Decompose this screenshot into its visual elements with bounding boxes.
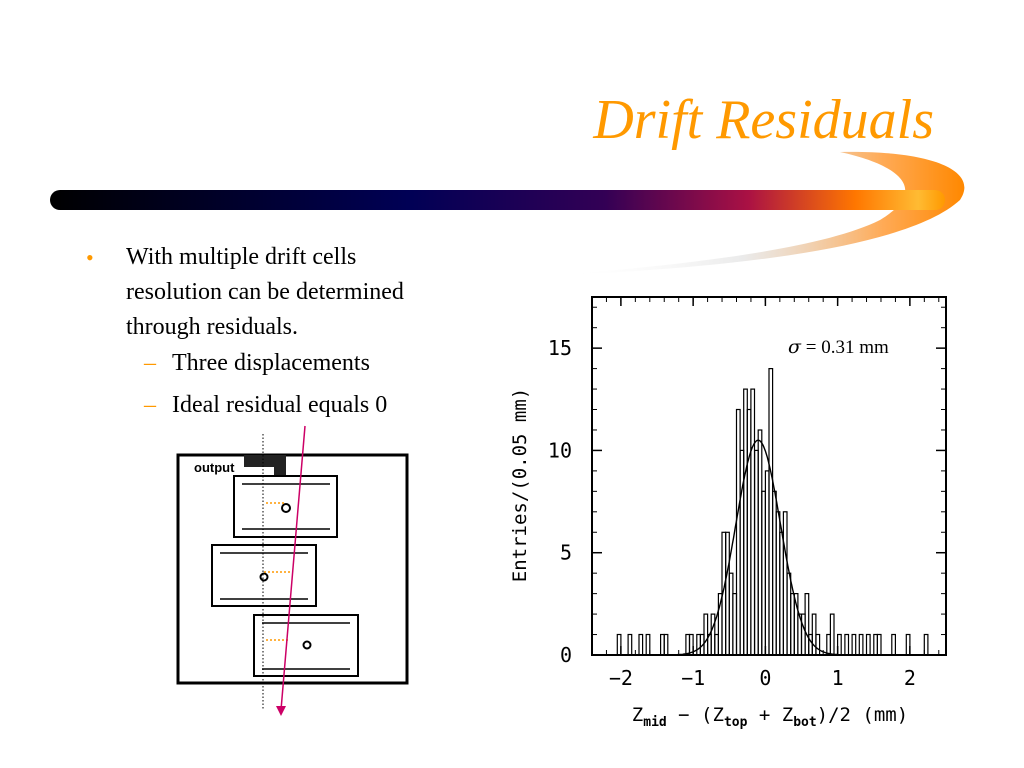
histogram-bin [815,633,821,656]
sense-wire [259,572,269,582]
x-tick-label: −2 [609,666,633,690]
gaussian-fit-curve [671,439,860,656]
histogram-bin [844,633,850,656]
histogram-bin [750,388,756,656]
histogram-bin [663,633,669,656]
sigma-symbol: σ [788,336,802,358]
bullet-mark: • [86,245,94,270]
plot-frame [591,296,947,656]
drift-cell [211,544,317,607]
histogram-bin [923,633,929,656]
drift-cell [233,475,338,538]
x-axis-label: Zmid − (Ztop + Zbot)/2 (mm) [632,704,908,730]
x-tick-label: 1 [832,666,844,690]
bullet-text: With multiple drift cells resolution can… [126,244,404,340]
sub-bullet-item: – Three displacements [144,346,370,381]
histogram-bin [811,613,817,656]
title-bar-line [50,190,945,210]
sense-wire [302,640,312,650]
y-axis-label: Entries/(0.05 mm) [509,388,531,582]
sub-bullet-text: Ideal residual equals 0 [172,392,388,418]
residual-histogram: −2 −1 0 1 2 0 5 10 15 σ = 0.31 mm Entries/(0.05 … [509,296,947,730]
output-connector-stem [274,455,286,477]
y-tick-label: 5 [560,541,572,565]
x-tick-label: 0 [759,666,771,690]
y-tick-label: 10 [548,438,572,462]
sense-wire [281,503,291,513]
histogram-bin [627,633,633,656]
plot-bars [616,367,929,656]
histogram-bin [837,633,842,656]
y-tick-label: 0 [560,643,572,667]
sub-bullet-item: – Ideal residual equals 0 [144,388,387,423]
sub-bullet-dash: – [144,392,156,418]
histogram-bin [876,633,882,656]
histogram-bin [829,613,835,656]
histogram-bin [891,633,896,656]
bullet-item: • With multiple drift cells resolution c… [86,240,456,345]
histogram-bin [858,633,864,656]
particle-track [280,425,306,711]
histogram-bin [616,633,622,656]
histogram-bin [645,633,651,656]
histogram-bin [851,633,857,656]
title-bar-decoration [50,151,965,275]
x-tick-label: 2 [904,666,916,690]
track-arrowhead [276,706,286,716]
histogram-bin [865,633,871,656]
drift-cell [253,614,359,677]
sigma-annotation: σ = 0.31 mm [788,336,889,358]
x-tick-label: −1 [681,666,705,690]
histogram-bin [782,511,788,656]
sub-bullet-dash: – [144,350,156,376]
histogram-bin [905,633,911,656]
histogram-bin [638,633,644,656]
plot-labels: −2 −1 0 1 2 0 5 10 15 [548,336,916,690]
slide-title: Drift Residuals [593,89,934,151]
sigma-value: = 0.31 mm [801,337,889,358]
swoosh-shape [560,151,965,275]
output-label: output [194,460,235,475]
y-tick-label: 15 [548,336,572,360]
sub-bullet-text: Three displacements [172,350,370,376]
drift-cell-diagram: output [176,425,409,716]
outer-frame [176,453,409,685]
